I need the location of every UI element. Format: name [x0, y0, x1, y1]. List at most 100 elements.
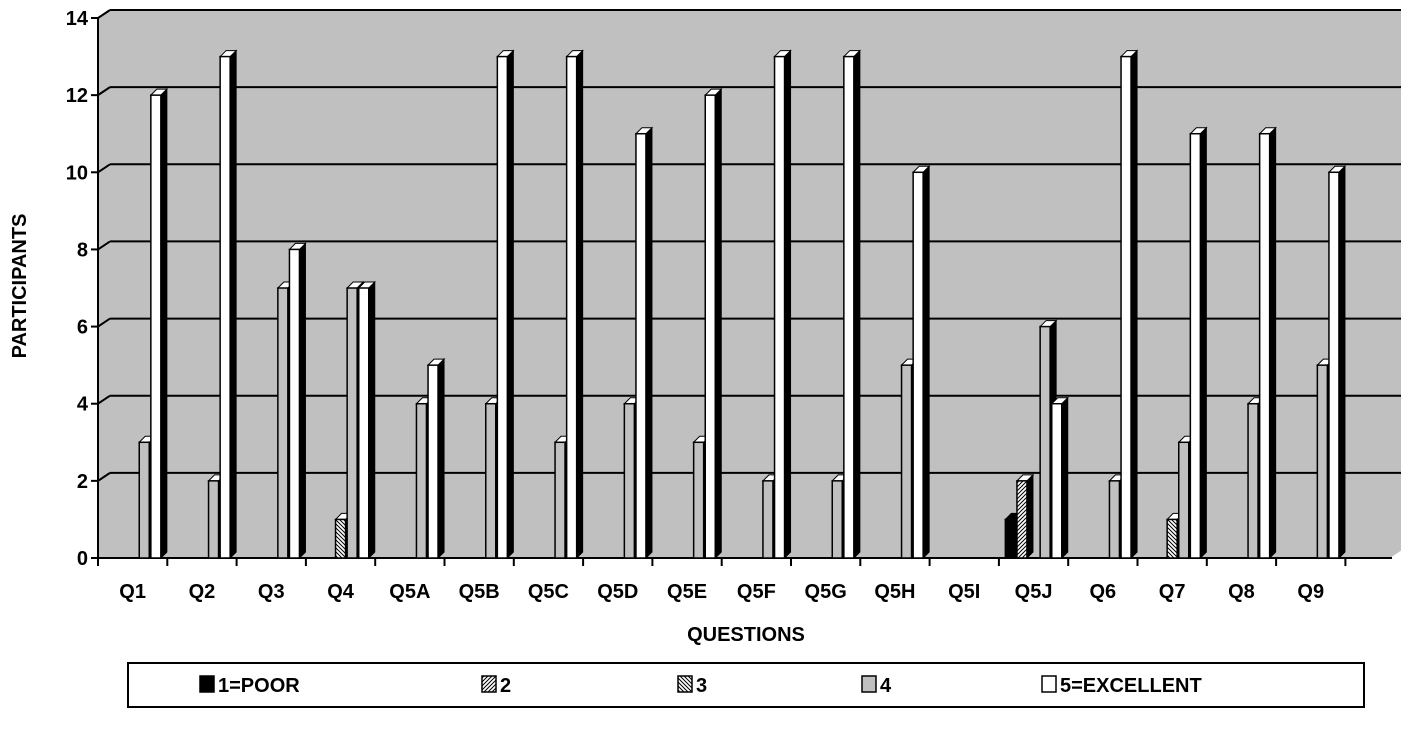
- bar-side: [437, 357, 445, 560]
- bar-front: [219, 55, 231, 559]
- bar: [357, 280, 376, 560]
- legend-item: 2: [481, 675, 511, 697]
- bar-front: [415, 402, 428, 559]
- bar-side: [1269, 126, 1277, 560]
- bar-side: [160, 87, 168, 560]
- bar-side: [1199, 126, 1207, 560]
- bar-front: [1051, 402, 1063, 559]
- x-tick-label: Q3: [258, 581, 285, 603]
- legend-label: 5=EXCELLENT: [1060, 675, 1202, 697]
- x-axis-title: QUESTIONS: [687, 624, 805, 646]
- bar-front: [150, 94, 162, 559]
- y-tick-label: 4: [77, 394, 89, 416]
- bar: [842, 49, 862, 560]
- legend-swatch: [199, 675, 215, 693]
- bar-front: [1247, 402, 1259, 559]
- bar: [1327, 165, 1347, 560]
- legend-label: 4: [880, 675, 892, 697]
- bar-side: [1061, 396, 1069, 560]
- x-tick-label: Q4: [327, 581, 355, 603]
- plot-area: 0 2 4 6 8 10 12 14 Q1 Q2 Q3 Q4 Q5A Q5B Q5C Q5D Q5E Q5F Q5…: [66, 8, 1401, 603]
- y-tick-label: 10: [66, 162, 88, 184]
- x-tick-label: Q1: [119, 581, 146, 603]
- bar-front: [1016, 480, 1028, 559]
- bar-front: [1166, 518, 1178, 559]
- x-tick-label: Q5D: [597, 581, 638, 603]
- bar-front: [1120, 55, 1132, 559]
- legend-item: 3: [677, 675, 707, 697]
- bar-side: [853, 49, 861, 560]
- gridline-depth: [97, 240, 111, 251]
- gridline-depth: [97, 163, 111, 174]
- x-tick-label: Q2: [189, 581, 216, 603]
- legend-item: 5=EXCELLENT: [1041, 675, 1202, 697]
- gridline-depth: [97, 86, 111, 96]
- bar-front: [565, 55, 578, 559]
- legend-item: 1=POOR: [199, 675, 300, 697]
- bar-side: [714, 87, 722, 560]
- legend-label: 1=POOR: [218, 675, 300, 697]
- y-tick-label: 0: [77, 548, 88, 570]
- y-tick-label: 12: [66, 85, 88, 107]
- bar-front: [1316, 364, 1329, 559]
- y-tick-label: 14: [66, 8, 89, 30]
- bar-front: [138, 441, 150, 559]
- legend-items: 1=POOR 2 3 4 5=EXCELLENT: [199, 675, 1202, 697]
- bar-side: [645, 126, 653, 560]
- bar-front: [831, 480, 843, 559]
- y-tick-label: 6: [77, 317, 88, 339]
- x-tick-label: Q5B: [459, 581, 500, 603]
- bar: [634, 126, 654, 560]
- x-tick-label: Q5A: [389, 581, 430, 603]
- bar: [1119, 49, 1139, 560]
- legend-swatch: [861, 675, 877, 693]
- x-tick-label: Q5F: [737, 581, 776, 603]
- bar-side: [922, 165, 930, 560]
- bar: [149, 87, 169, 560]
- bars: [138, 49, 1347, 560]
- bar-side: [576, 49, 584, 560]
- x-tick-label: Q9: [1297, 581, 1324, 603]
- bar-front: [427, 364, 439, 559]
- x-tick-label: Q8: [1228, 581, 1255, 603]
- bar-side: [1026, 473, 1034, 560]
- bar-front: [900, 364, 913, 559]
- legend-label: 3: [696, 675, 707, 697]
- bar: [565, 49, 584, 560]
- legend-swatch: [481, 675, 497, 693]
- bar-front: [635, 132, 647, 559]
- bar-front: [334, 518, 347, 559]
- bar-front: [692, 441, 705, 559]
- bar-front: [843, 55, 855, 559]
- bar-front: [358, 287, 370, 559]
- bar: [496, 49, 515, 560]
- x-tick-label: Q7: [1159, 581, 1186, 603]
- bar-side: [784, 49, 792, 560]
- x-tick-label: Q5C: [528, 581, 569, 603]
- bar-front: [1108, 480, 1121, 559]
- bar-front: [277, 287, 289, 559]
- bar-side: [1130, 49, 1138, 560]
- bar: [1050, 396, 1069, 560]
- x-tick-label: Q5J: [1015, 581, 1053, 603]
- y-axis-title: PARTICIPANTS: [9, 214, 31, 359]
- bar-front: [1328, 171, 1340, 559]
- x-tick-label: Q5E: [667, 581, 707, 603]
- bar-side: [368, 280, 376, 560]
- bar-front: [773, 55, 786, 559]
- y-ticks: 0 2 4 6 8 10 12 14: [66, 8, 98, 570]
- bar-front: [554, 441, 566, 559]
- bar: [911, 165, 931, 560]
- bar: [218, 49, 238, 560]
- bar: [704, 87, 723, 560]
- bar-front: [207, 480, 220, 559]
- bar: [1015, 473, 1035, 560]
- x-tick-label: Q5G: [805, 581, 847, 603]
- bar-front: [1189, 132, 1202, 559]
- x-tick-label: Q5H: [874, 581, 915, 603]
- bar: [426, 357, 446, 560]
- bar: [1189, 126, 1208, 560]
- bar-front: [1258, 132, 1271, 559]
- bar-side: [506, 49, 514, 560]
- bar-front: [762, 480, 774, 559]
